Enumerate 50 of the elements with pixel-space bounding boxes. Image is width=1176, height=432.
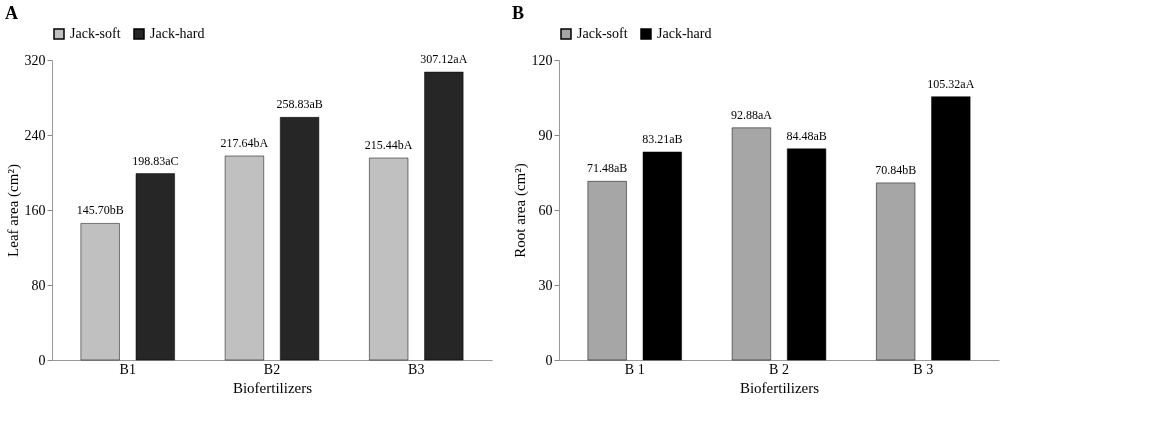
x-tick-label: B1 — [119, 361, 136, 377]
y-tick-label: 0 — [545, 352, 553, 368]
y-tick-label: 240 — [24, 127, 46, 143]
bar — [787, 148, 827, 361]
bar — [80, 223, 120, 361]
data-label: 217.64bA — [220, 135, 269, 150]
bar — [642, 151, 682, 361]
data-label: 83.21aB — [642, 131, 683, 146]
legend-label: Jack-hard — [657, 26, 712, 41]
data-label: 105.32aA — [927, 76, 975, 91]
y-tick-label: 120 — [531, 52, 553, 68]
y-tick-label: 60 — [538, 202, 553, 218]
y-tick-label: 0 — [38, 352, 46, 368]
x-tick-label: B 3 — [913, 361, 934, 377]
y-tick-label: 80 — [31, 277, 46, 293]
chart-title: A — [5, 3, 18, 23]
data-label: 145.70bB — [76, 203, 124, 218]
y-axis-title: Leaf area (cm²) — [4, 164, 22, 257]
data-label: 215.44bA — [364, 138, 413, 153]
x-tick-label: B2 — [263, 361, 281, 377]
x-tick-label: B3 — [408, 361, 425, 377]
bar — [731, 127, 771, 361]
bar — [224, 155, 264, 361]
bar — [587, 181, 627, 361]
bar — [280, 117, 320, 361]
x-tick-label: B 1 — [624, 361, 645, 377]
legend-label: Jack-hard — [150, 26, 205, 41]
y-axis-title: Root area (cm²) — [511, 163, 529, 258]
data-label: 92.88aA — [730, 107, 773, 122]
legend-label: Jack-soft — [577, 26, 628, 41]
y-tick-label: 30 — [538, 277, 553, 293]
bar — [876, 182, 916, 361]
bar — [135, 173, 175, 361]
data-label: 198.83aC — [132, 153, 179, 168]
x-axis-title: Biofertilizers — [232, 379, 313, 396]
chart-title: B — [512, 3, 525, 23]
bar — [369, 157, 409, 361]
data-label: 71.48aB — [586, 161, 628, 176]
bar — [424, 71, 464, 361]
data-label: 70.84bB — [875, 162, 917, 177]
data-label: 307.12aA — [420, 52, 468, 67]
y-tick-label: 320 — [24, 52, 46, 68]
data-label: 84.48aB — [786, 128, 827, 143]
legend-label: Jack-soft — [70, 26, 121, 41]
data-label: 258.83aB — [276, 97, 323, 112]
x-tick-label: B 2 — [769, 361, 789, 377]
y-tick-label: 90 — [538, 127, 553, 143]
bar — [931, 96, 971, 361]
y-tick-label: 160 — [24, 202, 46, 218]
x-axis-title: Biofertilizers — [739, 379, 820, 396]
